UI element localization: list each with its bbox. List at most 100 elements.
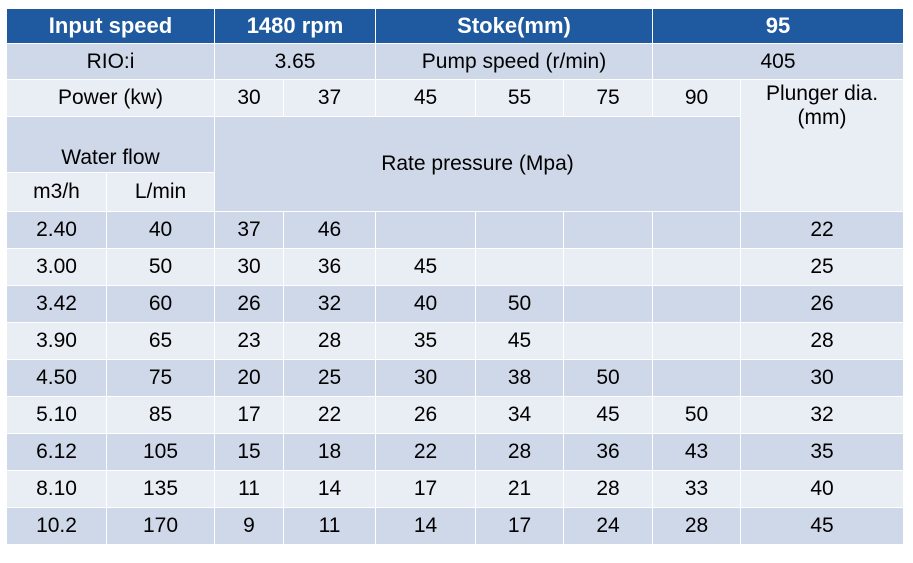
table-row: 5.10 85 17 22 26 34 45 50 32 — [6, 396, 904, 434]
power-value: 30 — [214, 79, 284, 117]
pressure-cell — [652, 322, 741, 360]
pressure-cell: 23 — [214, 322, 284, 360]
table-row: 10.2 170 9 11 14 17 24 28 45 — [6, 507, 904, 545]
pressure-cell: 32 — [283, 285, 376, 323]
pressure-cell: 45 — [475, 322, 564, 360]
flow-m3h-cell: 3.42 — [6, 285, 107, 323]
flow-m3h-cell: 4.50 — [6, 359, 107, 397]
pressure-cell: 17 — [214, 396, 284, 434]
flow-m3h-cell: 3.90 — [6, 322, 107, 360]
power-value: 37 — [283, 79, 376, 117]
pressure-cell: 37 — [214, 211, 284, 249]
pressure-cell: 11 — [283, 507, 376, 545]
pressure-cell: 22 — [283, 396, 376, 434]
pressure-cell: 20 — [214, 359, 284, 397]
pressure-cell: 14 — [375, 507, 476, 545]
pressure-cell: 46 — [283, 211, 376, 249]
pressure-cell: 40 — [375, 285, 476, 323]
pressure-cell: 38 — [475, 359, 564, 397]
water-flow-row: Water flow Rate pressure (Mpa) — [6, 116, 904, 212]
pressure-cell: 50 — [475, 285, 564, 323]
pressure-cell: 11 — [214, 470, 284, 508]
ratio-label: RIO:i — [6, 43, 215, 80]
pressure-cell: 18 — [283, 433, 376, 471]
plunger-dia-cell: 32 — [740, 396, 904, 434]
plunger-dia-cell: 22 — [740, 211, 904, 249]
pressure-cell: 17 — [375, 470, 476, 508]
pump-spec-table: Input speed 1480 rpm Stoke(mm) 95 RIO:i … — [6, 8, 904, 545]
pressure-cell: 26 — [214, 285, 284, 323]
unit-m3h: m3/h — [6, 172, 107, 212]
pressure-cell: 28 — [475, 433, 564, 471]
flow-m3h-cell: 10.2 — [6, 507, 107, 545]
water-flow-label: Water flow — [6, 116, 215, 173]
pressure-cell: 45 — [375, 248, 476, 286]
stoke-value: 95 — [652, 8, 904, 44]
pump-speed-value: 405 — [652, 43, 904, 80]
pump-speed-label: Pump speed (r/min) — [375, 43, 653, 80]
plunger-dia-cell: 45 — [740, 507, 904, 545]
pressure-cell: 36 — [283, 248, 376, 286]
pressure-cell — [563, 322, 653, 360]
ratio-row: RIO:i 3.65 Pump speed (r/min) 405 — [6, 43, 904, 80]
pressure-cell: 15 — [214, 433, 284, 471]
table-row: 3.00 50 30 36 45 25 — [6, 248, 904, 286]
table-row: 8.10 135 11 14 17 21 28 33 40 — [6, 470, 904, 508]
flow-lmin-cell: 60 — [106, 285, 215, 323]
table-row: 3.90 65 23 28 35 45 28 — [6, 322, 904, 360]
pressure-cell: 33 — [652, 470, 741, 508]
pressure-cell — [563, 285, 653, 323]
table-row: 4.50 75 20 25 30 38 50 30 — [6, 359, 904, 397]
pressure-cell: 25 — [283, 359, 376, 397]
pressure-cell: 36 — [563, 433, 653, 471]
pressure-cell: 30 — [214, 248, 284, 286]
plunger-dia-cell: 35 — [740, 433, 904, 471]
header-row: Input speed 1480 rpm Stoke(mm) 95 — [6, 8, 904, 44]
pressure-cell: 35 — [375, 322, 476, 360]
pressure-cell: 45 — [563, 396, 653, 434]
pressure-cell — [652, 248, 741, 286]
pressure-cell: 28 — [652, 507, 741, 545]
flow-m3h-cell: 3.00 — [6, 248, 107, 286]
flow-lmin-cell: 50 — [106, 248, 215, 286]
flow-lmin-cell: 105 — [106, 433, 215, 471]
pressure-cell: 28 — [563, 470, 653, 508]
pressure-cell: 43 — [652, 433, 741, 471]
power-label: Power (kw) — [6, 79, 215, 117]
power-row: Power (kw) 30 37 45 55 75 90 Plunger dia… — [6, 79, 904, 212]
pressure-cell — [563, 211, 653, 249]
unit-lmin: L/min — [106, 172, 215, 212]
flow-lmin-cell: 85 — [106, 396, 215, 434]
pressure-cell — [652, 359, 741, 397]
pressure-cell: 24 — [563, 507, 653, 545]
pressure-cell — [563, 248, 653, 286]
table-row: 2.40 40 37 46 22 — [6, 211, 904, 249]
pressure-cell — [652, 285, 741, 323]
pressure-cell: 26 — [375, 396, 476, 434]
pressure-cell: 22 — [375, 433, 476, 471]
flow-m3h-cell: 6.12 — [6, 433, 107, 471]
flow-lmin-cell: 170 — [106, 507, 215, 545]
plunger-dia-label: Plunger dia. (mm) — [740, 79, 904, 212]
pressure-cell: 34 — [475, 396, 564, 434]
pressure-cell: 50 — [652, 396, 741, 434]
rate-pressure-label: Rate pressure (Mpa) — [214, 116, 741, 212]
power-value: 75 — [563, 79, 653, 117]
pressure-cell — [475, 248, 564, 286]
flow-m3h-cell: 5.10 — [6, 396, 107, 434]
plunger-dia-cell: 25 — [740, 248, 904, 286]
flow-lmin-cell: 65 — [106, 322, 215, 360]
input-speed-label: Input speed — [6, 8, 215, 44]
flow-lmin-cell: 135 — [106, 470, 215, 508]
units-row: m3/h L/min — [6, 172, 904, 212]
table-row: 3.42 60 26 32 40 50 26 — [6, 285, 904, 323]
flow-m3h-cell: 2.40 — [6, 211, 107, 249]
flow-lmin-cell: 75 — [106, 359, 215, 397]
pressure-cell: 17 — [475, 507, 564, 545]
plunger-dia-cell: 40 — [740, 470, 904, 508]
spec-table-wrapper: Input speed 1480 rpm Stoke(mm) 95 RIO:i … — [6, 8, 904, 545]
ratio-value: 3.65 — [214, 43, 376, 80]
pressure-cell: 50 — [563, 359, 653, 397]
pressure-cell — [375, 211, 476, 249]
pressure-cell: 30 — [375, 359, 476, 397]
